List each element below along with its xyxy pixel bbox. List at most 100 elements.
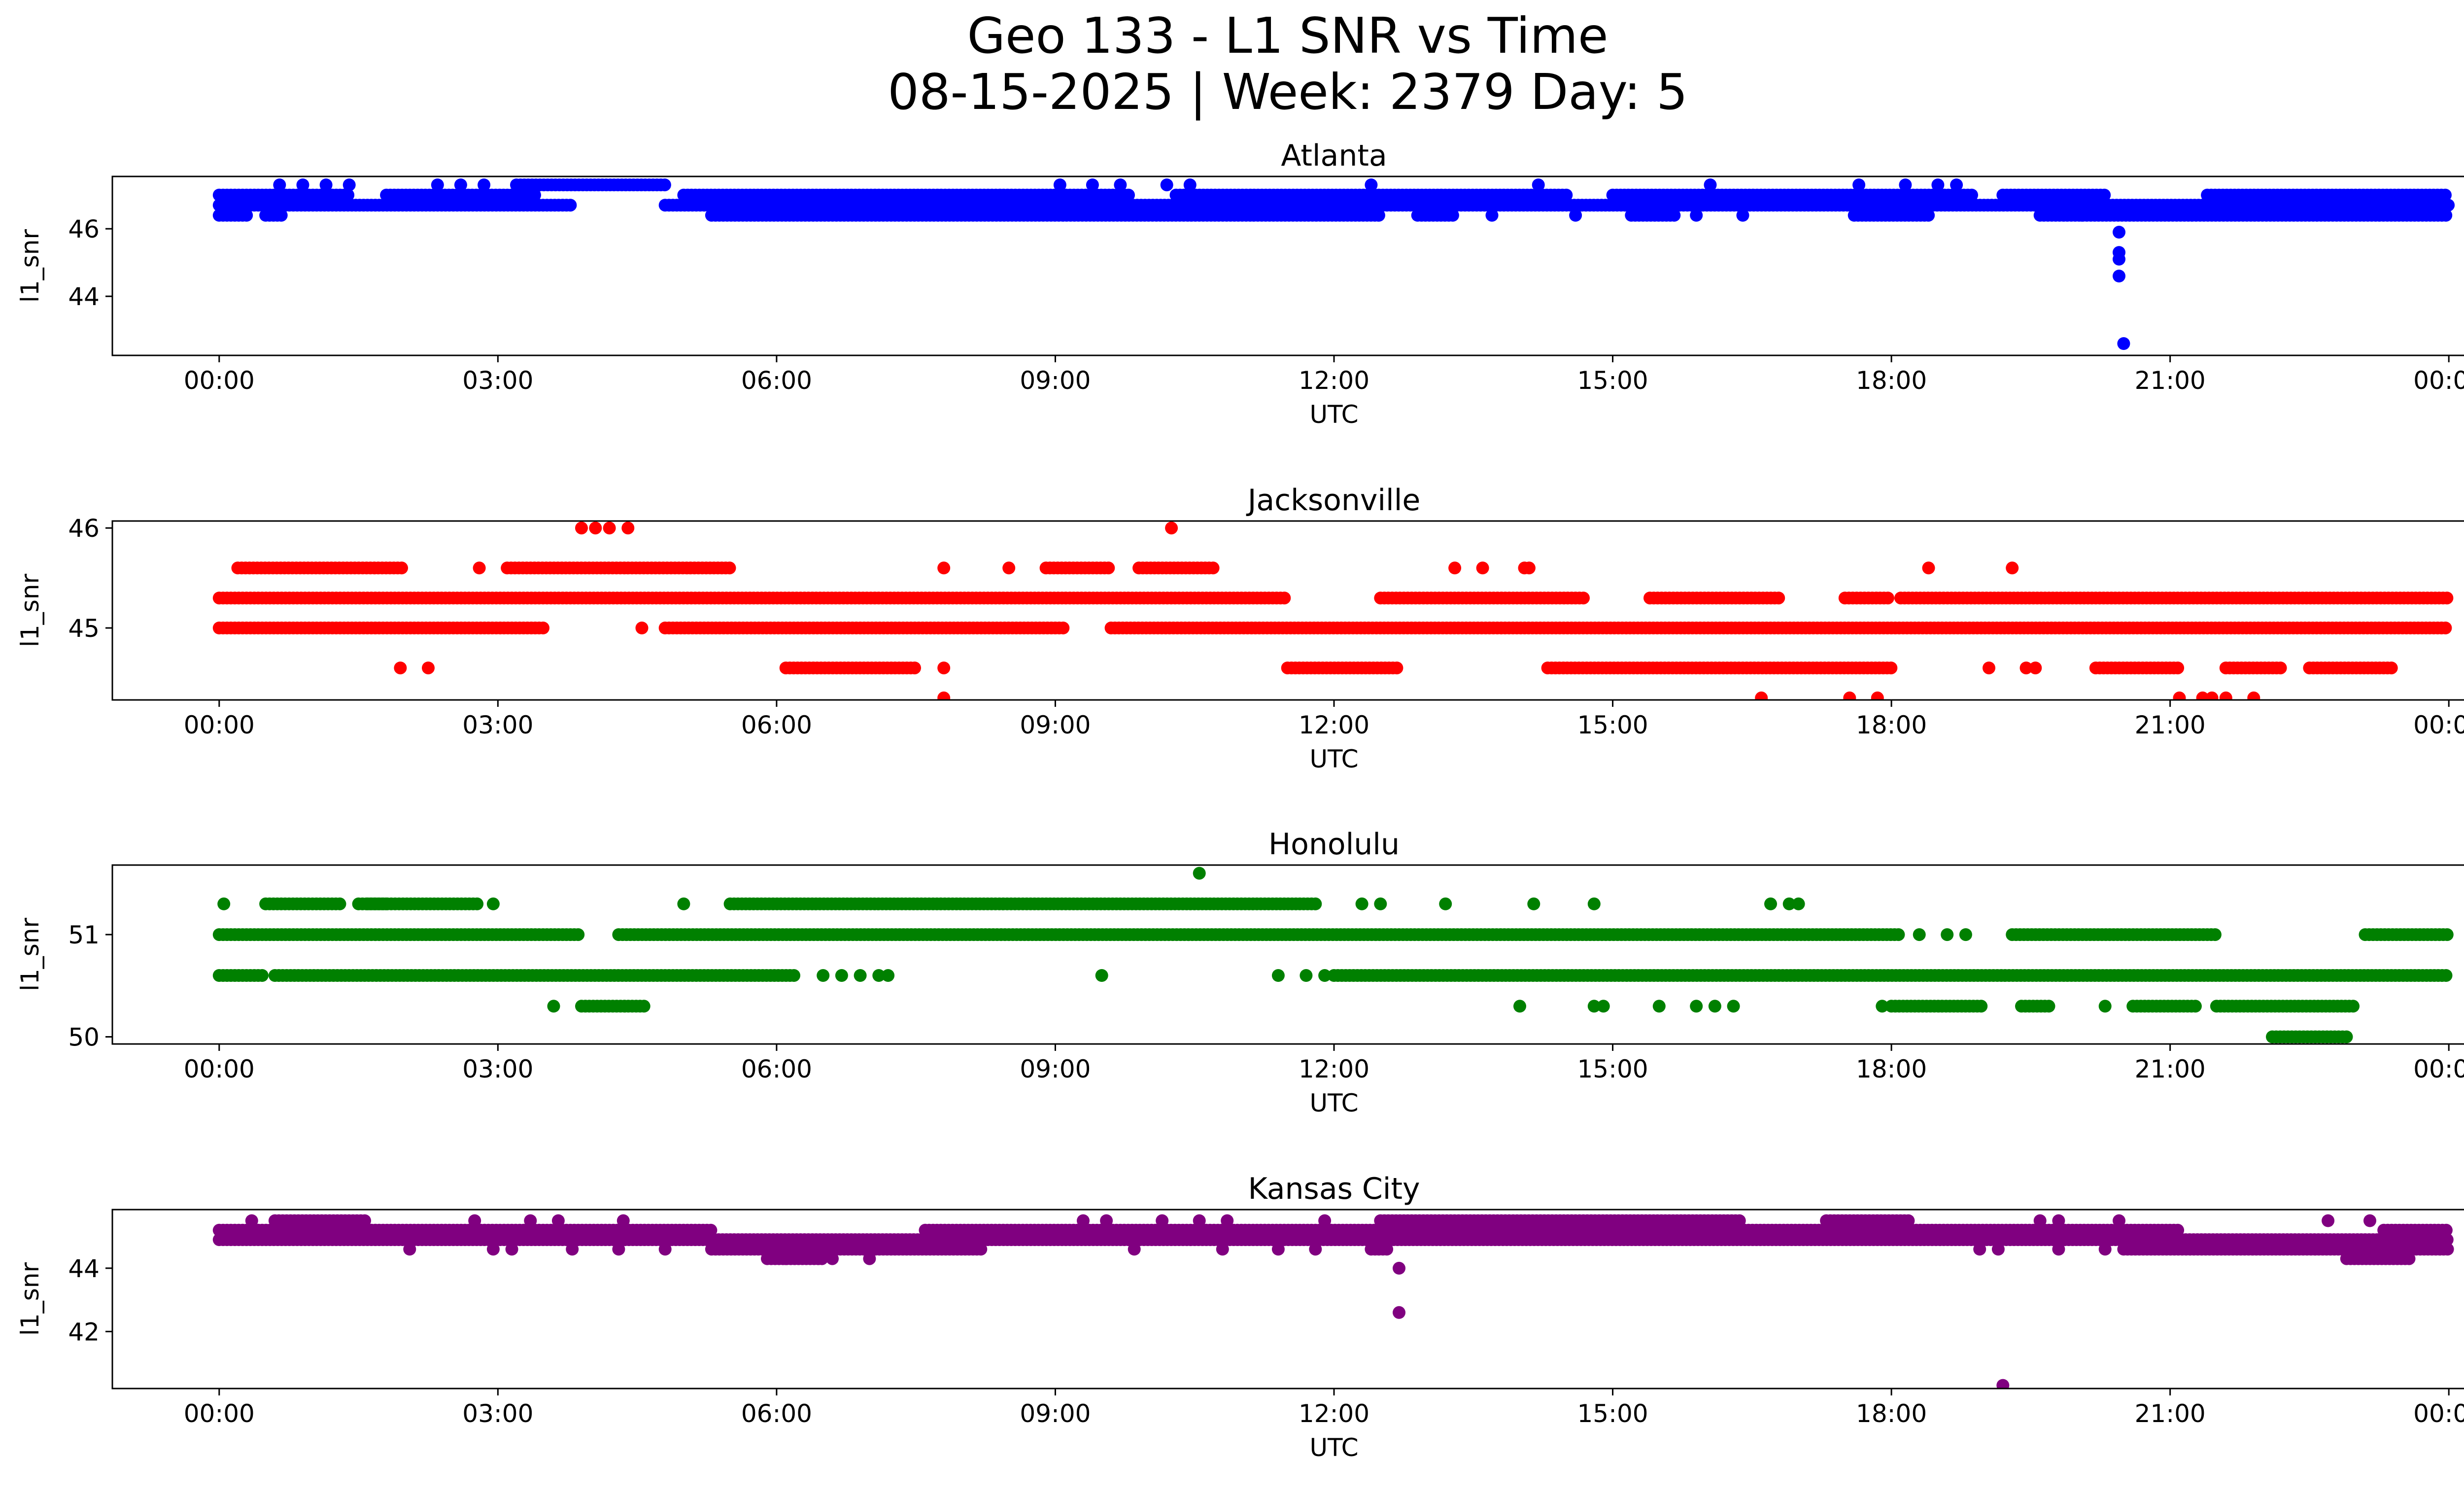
chart-3-markers bbox=[212, 1214, 2454, 1389]
chart-1-ytick-label: 45 bbox=[68, 614, 100, 643]
figure-title-line-2: 08-15-2025 | Week: 2379 Day: 5 bbox=[888, 63, 1688, 121]
chart-0-sparse-0-point bbox=[1365, 178, 1378, 192]
chart-0-band-1-point bbox=[2442, 199, 2455, 212]
chart-0-band-2-point bbox=[1560, 188, 1573, 202]
chart-1-sparse-0-point bbox=[575, 522, 588, 535]
chart-1-xtick-label: 00:00 bbox=[2413, 711, 2464, 739]
chart-1-sparse-3-point bbox=[1983, 661, 1995, 675]
chart-2-xtick-label: 18:00 bbox=[1856, 1055, 1927, 1083]
chart-1-sparse-0-point bbox=[1165, 522, 1178, 535]
chart-1-sparse-2-point bbox=[635, 622, 649, 634]
chart-2-ytick-label: 51 bbox=[68, 921, 100, 949]
chart-0-band-1-point bbox=[564, 199, 577, 212]
chart-2-band-1-point bbox=[2189, 1000, 2202, 1013]
chart-1-sparse-4-point bbox=[2219, 691, 2232, 700]
chart-0-xtick-label: 12:00 bbox=[1299, 366, 1369, 395]
chart-0-band-2-point bbox=[2439, 188, 2452, 202]
chart-0-outlier-point bbox=[2113, 226, 2125, 239]
chart-0-band-2-point bbox=[342, 188, 355, 202]
chart-2-sparse-4-point bbox=[547, 1000, 560, 1013]
chart-0-band-2-point bbox=[1122, 188, 1135, 202]
chart-2-sparse-4-point bbox=[1597, 1000, 1610, 1013]
figure-title: Geo 133 - L1 SNR vs Time 08-15-2025 | We… bbox=[0, 8, 2464, 120]
chart-1-sparse-4-point bbox=[1755, 691, 1768, 700]
chart-1-sparse-3-point bbox=[2029, 661, 2042, 675]
chart-0-sparse-0-point bbox=[431, 178, 444, 192]
chart-2-xtick-label: 09:00 bbox=[1020, 1055, 1091, 1083]
chart-2-title: Honolulu bbox=[1268, 827, 1400, 862]
chart-2-ytick-label: 50 bbox=[68, 1023, 100, 1051]
chart-0-sparse-0-point bbox=[1160, 178, 1173, 192]
chart-0-sparse-0-point bbox=[296, 178, 309, 192]
chart-1-markers bbox=[212, 522, 2454, 700]
chart-1-band-3-point bbox=[723, 561, 736, 575]
chart-0-sparse-0-point bbox=[1852, 178, 1866, 192]
chart-1-sparse-0-point bbox=[589, 522, 602, 535]
chart-0-band-0-point bbox=[274, 209, 288, 222]
chart-2-sparse-3-point bbox=[854, 969, 867, 982]
chart-0-xtick-label: 00:00 bbox=[184, 366, 255, 395]
chart-2-sparse-4-point bbox=[1690, 1000, 1703, 1013]
chart-0-band-0-point bbox=[2439, 209, 2453, 222]
chart-2-xtick-label: 21:00 bbox=[2135, 1055, 2206, 1083]
chart-2-xlabel: UTC bbox=[1309, 1089, 1358, 1117]
chart-0-xlabel: UTC bbox=[1309, 400, 1358, 429]
chart-2-ylabel: l1_snr bbox=[16, 918, 44, 991]
chart-2-band-2-point bbox=[787, 969, 800, 982]
chart-1-band-1-point bbox=[1057, 622, 1070, 634]
chart-2-sparse-3-point bbox=[817, 969, 830, 982]
chart-1-band-2-point bbox=[1577, 591, 1590, 605]
chart-2-sparse-4-point bbox=[1708, 1000, 1721, 1013]
chart-0-sparse-0-point bbox=[1950, 178, 1963, 192]
chart-2-band-1-point bbox=[1975, 1000, 1988, 1013]
chart-0-band-0-point bbox=[240, 209, 253, 222]
chart-1-xtick-label: 21:00 bbox=[2135, 711, 2206, 739]
chart-0-outlier-point bbox=[2113, 252, 2125, 266]
chart-2-sparse-1-point bbox=[1782, 897, 1796, 910]
chart-0-band-2-point bbox=[528, 188, 541, 202]
chart-2-sparse-2-point bbox=[1913, 928, 1926, 941]
chart-1-band-1-point bbox=[537, 622, 549, 634]
chart-1-xtick-label: 06:00 bbox=[741, 711, 812, 739]
chart-1-sparse-1-point bbox=[1002, 561, 1016, 575]
chart-0-title: Atlanta bbox=[1281, 139, 1387, 173]
chart-0-sparse-0-point bbox=[478, 178, 491, 192]
chart-2-sparse-3-point bbox=[1095, 969, 1108, 982]
chart-1-ylabel: l1_snr bbox=[16, 574, 44, 647]
chart-1-band-3-point bbox=[1206, 561, 1220, 575]
chart-2-sparse-4-point bbox=[1727, 1000, 1740, 1013]
chart-1-band-0-point bbox=[1884, 661, 1898, 675]
chart-1-band-2-point bbox=[1881, 591, 1894, 605]
chart-1-xtick-label: 00:00 bbox=[184, 711, 255, 739]
chart-1-sparse-1-point bbox=[937, 561, 951, 575]
chart-2-sparse-0-point bbox=[1193, 867, 1206, 880]
chart-2-sparse-1-point bbox=[1355, 897, 1369, 910]
chart-1-band-0-point bbox=[2171, 661, 2185, 675]
chart-2-sparse-2-point bbox=[1959, 928, 1972, 941]
chart-2-sparse-3-point bbox=[1300, 969, 1313, 982]
chart-1-band-0-point bbox=[908, 661, 921, 675]
chart-1-band-0-point bbox=[2274, 661, 2287, 675]
chart-2-sparse-3-point bbox=[872, 969, 886, 982]
chart-2-sparse-3-point bbox=[835, 969, 848, 982]
chart-0-band-3-point bbox=[658, 178, 671, 192]
chart-2-band-2-point bbox=[255, 969, 269, 982]
chart-2-band-4-point bbox=[333, 897, 346, 910]
chart-0-xtick-label: 06:00 bbox=[741, 366, 812, 395]
chart-0-sparse-1-point bbox=[1736, 209, 1749, 222]
chart-2-sparse-4-point bbox=[1513, 1000, 1526, 1013]
chart-0-sparse-0-point bbox=[1704, 178, 1717, 192]
chart-2-sparse-4-point bbox=[1876, 1000, 1889, 1013]
chart-2-frame bbox=[111, 864, 2464, 1045]
chart-0-sparse-1-point bbox=[2075, 209, 2088, 222]
chart-2-xtick-label: 03:00 bbox=[462, 1055, 533, 1083]
chart-2-sparse-3-point bbox=[882, 969, 895, 982]
chart-1-xtick-label: 15:00 bbox=[1577, 711, 1648, 739]
chart-2-sparse-4-point bbox=[2098, 1000, 2112, 1013]
chart-2-xtick-label: 06:00 bbox=[741, 1055, 812, 1083]
chart-0-sparse-0-point bbox=[342, 178, 356, 192]
chart-1-sparse-4-point bbox=[2247, 691, 2260, 700]
chart-2-sparse-1-point bbox=[486, 897, 500, 910]
